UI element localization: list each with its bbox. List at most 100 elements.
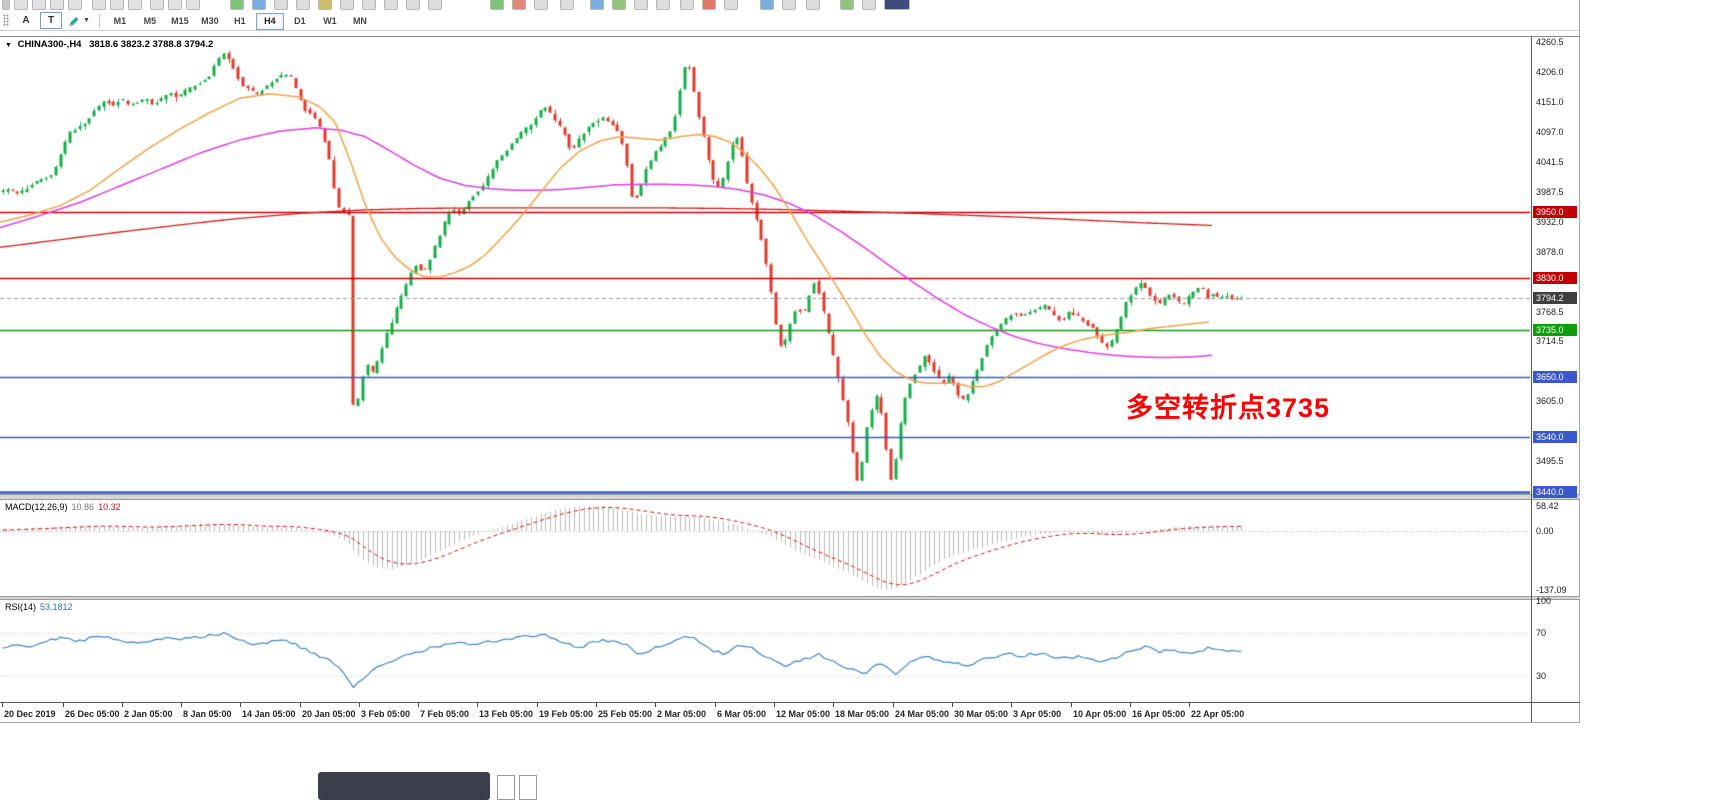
chart-top-border <box>0 36 1580 37</box>
price-level-badge-3735.0: 3735.0 <box>1533 324 1577 337</box>
price-chart-canvas[interactable] <box>0 36 1530 494</box>
toolbar-icon-stub[interactable] <box>230 0 244 10</box>
toolbar-icon-stub[interactable] <box>362 0 376 10</box>
time-axis-border <box>0 702 1580 703</box>
macd-panel-canvas[interactable] <box>0 500 1530 596</box>
time-axis-label: 7 Feb 05:00 <box>420 709 470 719</box>
taskbar-button-stub[interactable] <box>497 775 515 800</box>
toolbar-icon-stub[interactable] <box>862 0 876 10</box>
timeframe-button-d1[interactable]: D1 <box>294 16 306 26</box>
price-level-badge-3540.0: 3540.0 <box>1533 431 1577 444</box>
price-axis-tick: 3495.5 <box>1536 456 1564 467</box>
time-axis[interactable]: 20 Dec 2019 26 Dec 05:00 2 Jan 05:00 8 Jan … <box>0 703 1580 722</box>
timeframe-button-m5[interactable]: M5 <box>143 16 157 26</box>
time-axis-tick <box>359 703 360 707</box>
time-axis-label: 18 Mar 05:00 <box>835 709 890 719</box>
rsi-axis-label: 70 <box>1536 628 1547 639</box>
toolbar-icon-stub[interactable] <box>296 0 310 10</box>
price-axis-tick: 3768.5 <box>1536 306 1564 317</box>
toolbar-icon-stub[interactable] <box>782 0 796 10</box>
panel-divider[interactable] <box>0 494 1580 500</box>
price-axis-tick: 3987.5 <box>1536 186 1564 197</box>
time-axis-tick <box>1011 703 1012 707</box>
time-axis-label: 25 Feb 05:00 <box>598 709 653 719</box>
timeframe-button-m30[interactable]: M30 <box>201 16 219 26</box>
time-axis-tick <box>1130 703 1131 707</box>
toolbar-icon-stub[interactable] <box>406 0 420 10</box>
toolbar-icon-stub[interactable] <box>490 0 504 10</box>
toolbar-icon-stub[interactable] <box>612 0 626 10</box>
toolbar-icon-stub[interactable] <box>68 0 82 10</box>
time-axis-label: 20 Dec 2019 <box>4 709 56 719</box>
timeframe-button-m1[interactable]: M1 <box>113 16 127 26</box>
dropdown-caret-icon: ▼ <box>83 17 90 24</box>
taskbar-button-stub[interactable] <box>519 775 537 800</box>
toolbar-icon-stub[interactable] <box>428 0 442 10</box>
price-level-badge-3650.0: 3650.0 <box>1533 370 1577 383</box>
toolbar-icon-stub[interactable] <box>840 0 854 10</box>
toolbar-icon-stub[interactable] <box>128 0 142 10</box>
time-axis-tick <box>181 703 182 707</box>
price-axis-tick: 4260.5 <box>1536 37 1564 48</box>
price-axis-tick: 3932.0 <box>1536 217 1564 228</box>
timeframe-button-h1[interactable]: H1 <box>234 16 246 26</box>
toolbar-icon-stub[interactable] <box>186 0 200 10</box>
color-tool-button[interactable]: ▼ <box>66 13 92 28</box>
time-axis-tick <box>596 703 597 707</box>
text-label-tool-button[interactable]: A <box>22 15 30 26</box>
time-axis-label: 22 Apr 05:00 <box>1191 709 1245 719</box>
panel-divider[interactable] <box>0 596 1580 600</box>
toolbar-icon-stub[interactable] <box>252 0 266 10</box>
time-axis-label: 10 Apr 05:00 <box>1073 709 1127 719</box>
toolbar-icon-stub[interactable] <box>274 0 288 10</box>
toolbar-icon-stub[interactable] <box>340 0 354 10</box>
price-level-badge-3794.2: 3794.2 <box>1533 291 1577 304</box>
toolbar-icon-stub[interactable] <box>656 0 670 10</box>
toolbar-icon-stub[interactable] <box>92 0 106 10</box>
macd-axis-label: 58.42 <box>1536 500 1559 511</box>
time-axis-label: 2 Mar 05:00 <box>657 709 707 719</box>
toolbar-icon-stub[interactable] <box>150 0 164 10</box>
toolbar-icon-stub[interactable] <box>560 0 574 10</box>
toolbar-icon-stub[interactable] <box>724 0 738 10</box>
toolbar-icon-stub[interactable] <box>884 0 910 10</box>
time-axis-tick <box>122 703 123 707</box>
toolbar-icon-stub[interactable] <box>384 0 398 10</box>
toolbar-icon-stub[interactable] <box>680 0 694 10</box>
toolbar-icon-stub[interactable] <box>590 0 604 10</box>
toolbar-icon-stub[interactable] <box>534 0 548 10</box>
price-axis[interactable]: 4260.5 4206.0 4151.0 4097.0 4041.5 3987.5 3932… <box>1531 36 1580 722</box>
rsi-axis-label: 100 <box>1536 595 1552 606</box>
macd-axis-label: -137.09 <box>1536 585 1567 595</box>
toolbar-icon-stub[interactable] <box>318 0 332 10</box>
time-axis-label: 19 Feb 05:00 <box>539 709 594 719</box>
toolbar-icon-stub[interactable] <box>14 0 28 10</box>
toolbar-drag-handle[interactable] <box>3 14 9 27</box>
time-axis-label: 30 Mar 05:00 <box>954 709 1009 719</box>
macd-axis-label: 0.00 <box>1536 525 1554 536</box>
timeframe-button-mn[interactable]: MN <box>352 16 367 26</box>
toolbar-icon-stub[interactable] <box>702 0 716 10</box>
toolbar-icon-stub[interactable] <box>512 0 526 10</box>
toolbar-icon-stub[interactable] <box>168 0 182 10</box>
toolbar-icon-stub[interactable] <box>50 0 64 10</box>
brush-icon <box>69 16 79 26</box>
time-axis-label: 3 Feb 05:00 <box>361 709 411 719</box>
price-axis-tick: 4151.0 <box>1536 97 1564 108</box>
timeframe-button-w1[interactable]: W1 <box>323 16 337 26</box>
timeframe-button-m15[interactable]: M15 <box>171 16 189 26</box>
toolbar-icon-stub[interactable] <box>32 0 46 10</box>
rsi-panel-canvas[interactable] <box>0 600 1530 702</box>
taskbar-item-stub[interactable] <box>318 772 490 800</box>
timeframe-button-h4[interactable]: H4 <box>255 13 284 30</box>
text-tool-button[interactable]: T <box>40 12 62 29</box>
main-toolbar-cropped <box>0 0 1580 11</box>
toolbar-icon-stub[interactable] <box>634 0 648 10</box>
toolbar-icon-stub[interactable] <box>110 0 124 10</box>
time-axis-tick <box>477 703 478 707</box>
toolbar-icon-stub[interactable] <box>2 0 10 10</box>
time-axis-tick <box>655 703 656 707</box>
toolbar-icon-stub[interactable] <box>760 0 774 10</box>
toolbar-icon-stub[interactable] <box>806 0 820 10</box>
time-axis-tick <box>240 703 241 707</box>
